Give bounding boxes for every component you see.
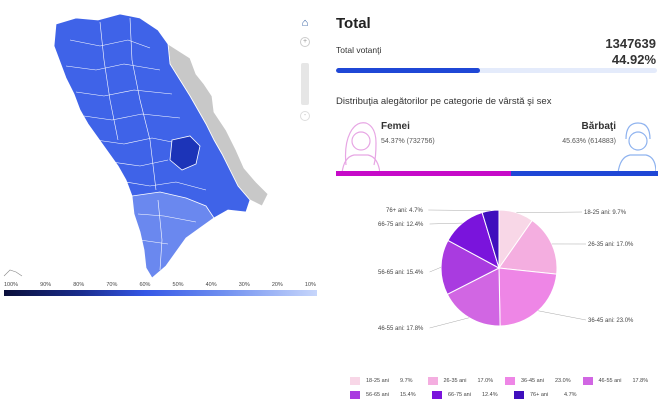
- results-panel: Total Total votanţi 1347639 44.92% Distr…: [336, 0, 660, 406]
- map-legend-label: 80%: [73, 282, 85, 288]
- distribution-title: Distribuţia alegătorilor pe categorie de…: [336, 96, 552, 107]
- pie-slice[interactable]: [481, 209, 500, 269]
- voters-count: 1347639: [605, 36, 656, 51]
- male-avatar-icon: [617, 122, 656, 173]
- pie-legend-swatch: [582, 377, 593, 385]
- turnout-progress-bar: [336, 68, 657, 73]
- pie-legend-row: 56-65 ani 15.4% 66-75 ani 12.4% 76+ ani 4.7%: [350, 388, 660, 402]
- pie-legend-value: 9.7%: [400, 378, 413, 384]
- map-region-chisinau[interactable]: [169, 135, 201, 171]
- female-value: 54.37% (732756): [381, 138, 435, 145]
- page-title: Total: [336, 15, 371, 32]
- zoom-out-button[interactable]: -: [300, 111, 310, 121]
- pie-leader-line: [429, 317, 470, 329]
- pie-legend-value: 15.4%: [400, 392, 416, 398]
- zoom-in-button[interactable]: +: [300, 37, 310, 47]
- pie-legend-item[interactable]: 66-75 ani 12.4%: [432, 391, 514, 399]
- pie-leader-line: [428, 209, 491, 211]
- zoom-controls: ⌂ + -: [297, 15, 313, 121]
- pie-legend-value: 12.4%: [482, 392, 498, 398]
- pie-legend-item[interactable]: 76+ ani 4.7%: [514, 391, 596, 399]
- pie-legend-item[interactable]: 36-45 ani 23.0%: [505, 377, 583, 385]
- pie-legend-label: 76+ ani: [530, 392, 549, 398]
- map-legend-label: 60%: [139, 282, 151, 288]
- turnout-progress-fill: [336, 68, 481, 73]
- male-value: 45.63% (614883): [562, 138, 616, 145]
- pie-slice[interactable]: [446, 267, 501, 327]
- map-legend-label: 30%: [238, 282, 250, 288]
- pie-slice[interactable]: [498, 219, 558, 275]
- map-legend-labels: 100% 90% 80% 70% 60% 50% 40% 30% 20% 10%: [4, 282, 316, 288]
- female-ratio-fill: [336, 171, 512, 176]
- pie-slice-label: 76+ ani: 4.7%: [386, 208, 424, 214]
- female-label: Femei: [381, 121, 410, 132]
- pie-legend-label: 36-45 ani: [521, 378, 544, 384]
- map-region-south[interactable]: [131, 191, 215, 279]
- pie-leader-line: [429, 222, 463, 225]
- age-pie-chart: 18-25 ani: 9.7% 26-35 ani: 17.0% 36-45 ani…: [336, 190, 660, 350]
- pie-slice-label: 18-25 ani: 9.7%: [584, 210, 627, 216]
- voters-label: Total votanţi: [336, 45, 382, 55]
- pie-legend-value: 17.0%: [477, 378, 494, 384]
- pie-leader-line: [538, 310, 587, 321]
- pie-legend-swatch: [514, 391, 524, 399]
- pie-slice-label: 56-65 ani: 15.4%: [378, 270, 424, 276]
- voters-percentage: 44.92%: [611, 52, 656, 67]
- pie-leader-line: [429, 267, 442, 273]
- male-label: Bărbaţi: [581, 121, 616, 132]
- pie-legend-value: 4.7%: [564, 392, 577, 398]
- pie-legend-swatch: [427, 377, 438, 385]
- female-avatar-icon: [341, 122, 380, 173]
- map-inset-icon: [3, 269, 23, 277]
- map-legend-label: 100%: [4, 282, 19, 288]
- map-legend-label: 90%: [40, 282, 52, 288]
- district-borders: [65, 17, 207, 271]
- pie-legend-label: 46-55 ani: [598, 378, 622, 384]
- pie-legend-row: 18-25 ani 9.7% 26-35 ani 17.0% 36-45 ani 23.0…: [350, 374, 660, 388]
- pie-legend-item[interactable]: 56-65 ani 15.4%: [350, 391, 432, 399]
- pie-slice[interactable]: [440, 239, 501, 296]
- map-legend-label: 10%: [304, 282, 316, 288]
- map-legend-gradient: [4, 290, 317, 296]
- pie-legend-item[interactable]: 26-35 ani 17.0%: [427, 377, 506, 385]
- pie-slice[interactable]: [498, 267, 558, 327]
- pie-legend-value: 23.0%: [555, 378, 571, 384]
- pie-legend-swatch: [350, 391, 360, 399]
- pie-legend-item[interactable]: 46-55 ani 17.8%: [582, 377, 661, 385]
- pie-slice-label: 46-55 ani: 17.8%: [378, 326, 424, 332]
- moldova-map[interactable]: [0, 0, 325, 280]
- male-ratio-fill: [511, 171, 658, 176]
- pie-slice-label: 26-35 ani: 17.0%: [588, 242, 634, 248]
- gender-ratio-bar: [336, 171, 658, 176]
- pie-legend-label: 26-35 ani: [443, 378, 467, 384]
- map-legend-label: 50%: [172, 282, 184, 288]
- pie-legend: 18-25 ani 9.7% 26-35 ani 17.0% 36-45 ani 23.0…: [350, 374, 660, 402]
- map-legend-label: 70%: [106, 282, 118, 288]
- map-panel: ⌂ + - 100% 90% 80% 70% 60% 50% 40% 30% 2…: [0, 0, 325, 406]
- pie-legend-value: 17.8%: [632, 378, 649, 384]
- pie-legend-swatch: [350, 377, 360, 385]
- pie-slice-label: 66-75 ani: 12.4%: [378, 222, 424, 228]
- pie-legend-swatch: [505, 377, 515, 385]
- pie-legend-label: 18-25 ani: [366, 378, 389, 384]
- pie-legend-label: 66-75 ani: [448, 392, 471, 398]
- map-legend-label: 40%: [205, 282, 217, 288]
- pie-legend-swatch: [432, 391, 442, 399]
- pie-legend-item[interactable]: 18-25 ani 9.7%: [350, 377, 428, 385]
- pie-svg: 18-25 ani: 9.7% 26-35 ani: 17.0% 36-45 ani…: [378, 208, 634, 332]
- pie-slice-label: 36-45 ani: 23.0%: [588, 318, 634, 324]
- zoom-slider[interactable]: [301, 63, 309, 105]
- map-legend-label: 20%: [271, 282, 283, 288]
- pie-leader-line: [516, 211, 583, 213]
- pie-legend-label: 56-65 ani: [366, 392, 389, 398]
- home-icon[interactable]: ⌂: [301, 17, 309, 29]
